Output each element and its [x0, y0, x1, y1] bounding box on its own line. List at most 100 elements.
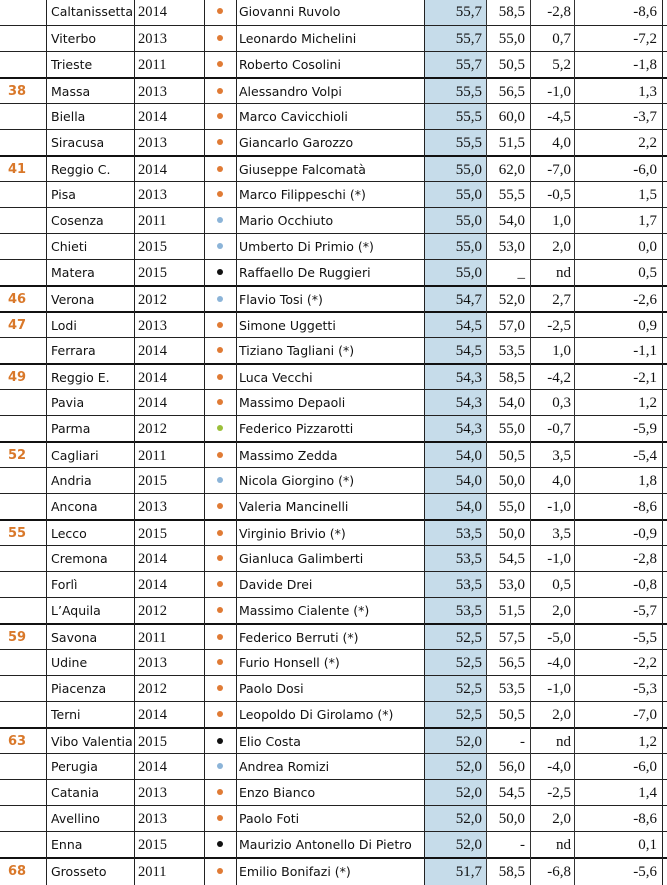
city-cell: Lecco	[51, 526, 87, 541]
year-cell: 2011	[138, 448, 167, 464]
party-dot-icon	[217, 139, 223, 146]
year-cell: 2014	[138, 4, 167, 20]
difference-cell: 3,5	[552, 526, 571, 542]
mayor-name-cell: Andrea Romizi	[239, 759, 330, 774]
election-result-cell: 55,5	[498, 187, 525, 203]
consensus-2015-cell: 53,5	[424, 546, 486, 572]
mayor-name-cell: Alessandro Volpi	[239, 84, 342, 99]
mayor-name-cell: Federico Berruti (*)	[239, 630, 359, 645]
column-divider	[46, 0, 47, 885]
year-cell: 2015	[138, 734, 167, 750]
city-cell: Piacenza	[51, 681, 107, 696]
difference-cell: -0,5	[547, 187, 571, 203]
consensus-2015-cell: 54,0	[424, 468, 486, 494]
year-cell: 2013	[138, 655, 167, 671]
mayor-name-cell: Marco Filippeschi (*)	[239, 187, 366, 202]
election-result-cell: 55,0	[498, 421, 525, 437]
difference-cell: 0,7	[552, 31, 571, 47]
consensus-2015-cell: 51,7	[424, 859, 486, 885]
table-row: Chieti 2015 Umberto Di Primio (*) 55,0 53,0 2…	[0, 233, 667, 260]
consensus-2015-cell: 55,7	[424, 26, 486, 52]
party-dot	[204, 702, 236, 728]
yearly-change-cell: -5,4	[633, 448, 657, 464]
party-dot	[204, 780, 236, 806]
table-row: Parma 2012 Federico Pizzarotti 54,3 55,0 -0,7…	[0, 415, 667, 442]
difference-cell: 0,5	[552, 577, 571, 593]
rank-cell	[0, 676, 46, 702]
mayor-name-cell: Federico Pizzarotti	[239, 421, 354, 436]
rank-cell	[0, 234, 46, 260]
mayor-name-cell: Paolo Dosi	[239, 681, 304, 696]
mayor-name-cell: Giovanni Ruvolo	[239, 4, 341, 19]
difference-cell: -4,0	[547, 655, 571, 671]
city-cell: Cagliari	[51, 448, 99, 463]
city-cell: L’Aquila	[51, 603, 101, 618]
party-dot-icon	[217, 555, 223, 562]
table-row: 55 Lecco 2015 Virginio Brivio (*) 53,5 50,0 3,…	[0, 519, 667, 547]
rank-cell	[0, 754, 46, 780]
yearly-change-cell: 1,7	[638, 213, 657, 229]
election-result-cell: 58,5	[498, 4, 525, 20]
election-result-cell: 51,5	[498, 135, 525, 151]
election-result-cell: 56,5	[498, 84, 525, 100]
rank-cell	[0, 208, 46, 234]
yearly-change-cell: -2,2	[633, 655, 657, 671]
consensus-2015-cell: 54,7	[424, 287, 486, 313]
year-cell: 2015	[138, 265, 167, 281]
table-row: 41 Reggio C. 2014 Giuseppe Falcomatà 55,0 62,…	[0, 155, 667, 183]
rank-cell	[0, 806, 46, 832]
city-cell: Massa	[51, 84, 91, 99]
election-result-cell: 50,5	[498, 448, 525, 464]
party-dot	[204, 754, 236, 780]
consensus-2015-cell: 55,0	[424, 157, 486, 183]
mayor-name-cell: Leopoldo Di Girolamo (*)	[239, 707, 394, 722]
party-dot	[204, 729, 236, 755]
table-row: Piacenza 2012 Paolo Dosi 52,5 53,5 -1,0 -5,3	[0, 675, 667, 702]
city-cell: Chieti	[51, 239, 88, 254]
party-dot	[204, 546, 236, 572]
election-result-cell: 50,5	[498, 57, 525, 73]
election-result-cell: 53,5	[498, 681, 525, 697]
mayor-name-cell: Leonardo Michelini	[239, 31, 357, 46]
consensus-2015-cell: 54,3	[424, 390, 486, 416]
year-cell: 2012	[138, 681, 167, 697]
rank-cell: 59	[8, 630, 27, 645]
election-result-cell: 57,5	[498, 630, 525, 646]
table-row: 59 Savona 2011 Federico Berruti (*) 52,5 57,5…	[0, 623, 667, 651]
yearly-change-cell: 1,2	[638, 395, 657, 411]
mayor-name-cell: Massimo Cialente (*)	[239, 603, 370, 618]
year-cell: 2015	[138, 239, 167, 255]
year-cell: 2013	[138, 811, 167, 827]
mayor-name-cell: Giuseppe Falcomatà	[239, 162, 366, 177]
column-divider	[662, 0, 663, 885]
yearly-change-cell: -0,8	[633, 577, 657, 593]
yearly-change-cell: 1,3	[638, 84, 657, 100]
mayor-name-cell: Davide Drei	[239, 577, 313, 592]
election-result-cell: 58,5	[498, 370, 525, 386]
yearly-change-cell: 1,8	[638, 473, 657, 489]
election-result-cell: 50,5	[498, 707, 525, 723]
year-cell: 2015	[138, 473, 167, 489]
table-row: Trieste 2011 Roberto Cosolini 55,7 50,5 5,2 -1…	[0, 51, 667, 78]
party-dot-icon	[217, 88, 223, 95]
rank-cell	[0, 416, 46, 442]
party-dot	[204, 676, 236, 702]
party-dot-icon	[217, 711, 223, 718]
party-dot-icon	[217, 868, 223, 875]
column-divider	[424, 0, 425, 885]
difference-cell: -4,2	[547, 370, 571, 386]
yearly-change-cell: 0,1	[638, 837, 657, 853]
consensus-2015-cell: 52,5	[424, 625, 486, 651]
rank-cell	[0, 52, 46, 78]
party-dot	[204, 52, 236, 78]
yearly-change-cell: -5,7	[633, 603, 657, 619]
city-cell: Vibo Valentia	[51, 734, 133, 749]
year-cell: 2014	[138, 370, 167, 386]
year-cell: 2014	[138, 759, 167, 775]
consensus-2015-cell: 54,0	[424, 443, 486, 469]
party-dot	[204, 26, 236, 52]
yearly-change-cell: -7,0	[633, 707, 657, 723]
city-cell: Perugia	[51, 759, 98, 774]
party-dot	[204, 313, 236, 339]
